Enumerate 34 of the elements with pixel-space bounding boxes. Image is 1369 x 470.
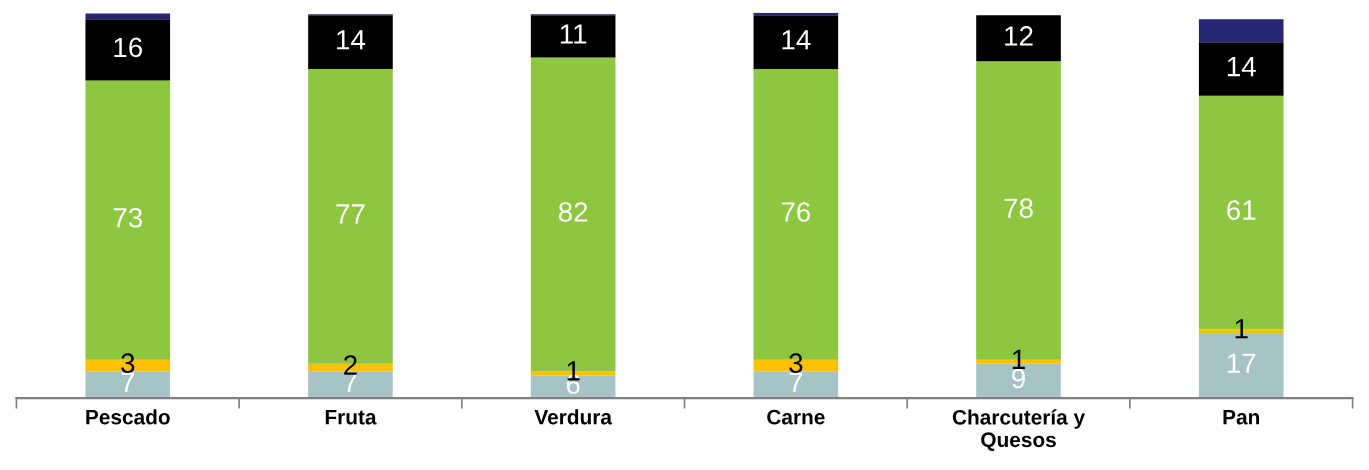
bar: [85, 19, 171, 81]
x-tick-label: Fruta: [325, 409, 377, 425]
bar: [1198, 19, 1284, 43]
data-label: 7: [789, 372, 803, 392]
data-label: 78: [1004, 198, 1033, 219]
bar: [976, 15, 1061, 62]
data-label: 61: [1227, 200, 1256, 220]
x-tick-label: Pan: [1223, 409, 1260, 425]
x-tick-label: Pescado: [86, 409, 170, 425]
data-label: 77: [336, 204, 365, 224]
data-label: 3: [121, 353, 135, 374]
x-tick-label: Charcutería y Quesos: [952, 409, 1086, 452]
data-label: 73: [113, 207, 142, 228]
data-label: 14: [782, 30, 811, 50]
x-tick-label: Carne: [767, 409, 825, 425]
bar: [308, 15, 393, 69]
bar: [85, 13, 171, 20]
x-tick-label: Verdura: [534, 409, 613, 425]
data-label: 14: [337, 30, 366, 50]
data-label: 76: [781, 202, 811, 222]
bar: [753, 371, 839, 399]
data-label: 11: [560, 24, 587, 44]
data-label: 7: [121, 372, 135, 392]
data-label: 3: [789, 353, 803, 374]
data-label: 16: [114, 37, 142, 58]
data-label: 82: [558, 202, 588, 222]
bar: [753, 15, 839, 69]
data-label: 17: [1227, 353, 1256, 373]
bar: [530, 15, 616, 58]
bar: [85, 371, 171, 399]
data-label: 14: [1227, 57, 1256, 77]
data-label: 12: [1005, 26, 1033, 46]
data-label: 9: [1012, 368, 1025, 389]
bar: [1198, 42, 1284, 96]
